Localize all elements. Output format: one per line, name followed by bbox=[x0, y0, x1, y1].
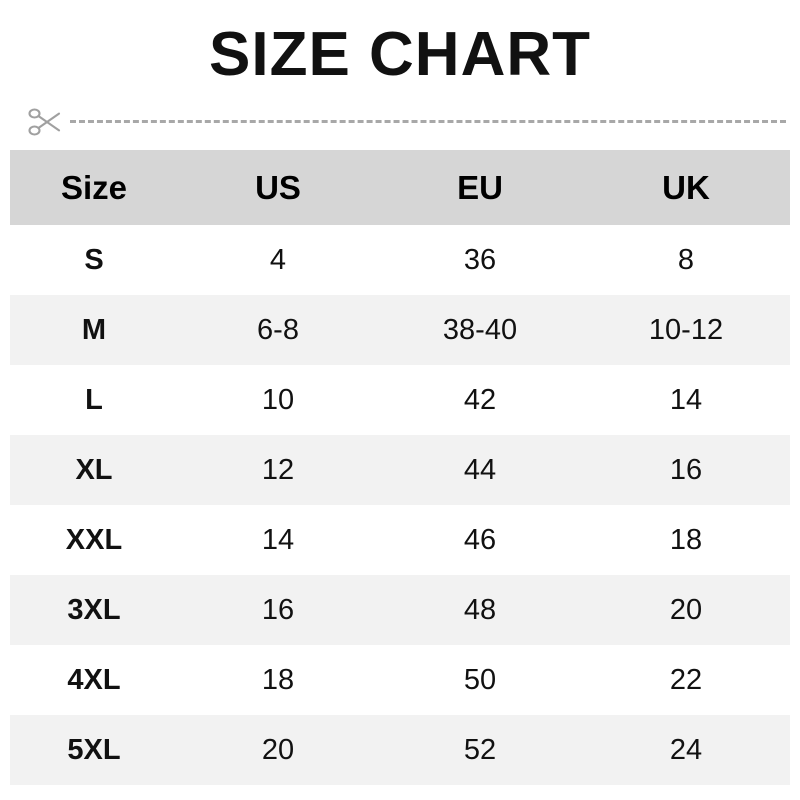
table-row: 3XL 16 48 20 bbox=[10, 575, 790, 645]
cell-uk: 8 bbox=[582, 225, 790, 295]
cell-us: 12 bbox=[178, 435, 378, 505]
cell-uk: 16 bbox=[582, 435, 790, 505]
table-row: L 10 42 14 bbox=[10, 365, 790, 435]
cell-eu: 38-40 bbox=[378, 295, 582, 365]
cut-line bbox=[26, 104, 786, 140]
cell-us: 14 bbox=[178, 505, 378, 575]
cell-us: 6-8 bbox=[178, 295, 378, 365]
page-title: SIZE CHART bbox=[209, 20, 591, 89]
cell-eu: 44 bbox=[378, 435, 582, 505]
cell-size: 4XL bbox=[10, 645, 178, 715]
cell-uk: 18 bbox=[582, 505, 790, 575]
cell-eu: 50 bbox=[378, 645, 582, 715]
table-header-row: Size US EU UK bbox=[10, 150, 790, 225]
scissors-icon bbox=[28, 108, 61, 136]
cell-us: 20 bbox=[178, 715, 378, 785]
cell-uk: 22 bbox=[582, 645, 790, 715]
cell-eu: 52 bbox=[378, 715, 582, 785]
cell-us: 16 bbox=[178, 575, 378, 645]
table-row: XXL 14 46 18 bbox=[10, 505, 790, 575]
cell-size: L bbox=[10, 365, 178, 435]
cell-size: S bbox=[10, 225, 178, 295]
cell-size: XL bbox=[10, 435, 178, 505]
cell-uk: 14 bbox=[582, 365, 790, 435]
cell-eu: 46 bbox=[378, 505, 582, 575]
cell-eu: 48 bbox=[378, 575, 582, 645]
cell-us: 18 bbox=[178, 645, 378, 715]
cell-size: XXL bbox=[10, 505, 178, 575]
table-row: M 6-8 38-40 10-12 bbox=[10, 295, 790, 365]
column-header-us: US bbox=[178, 150, 378, 225]
column-header-eu: EU bbox=[378, 150, 582, 225]
table-row: S 4 36 8 bbox=[10, 225, 790, 295]
cell-uk: 20 bbox=[582, 575, 790, 645]
cell-size: 3XL bbox=[10, 575, 178, 645]
table-row: 5XL 20 52 24 bbox=[10, 715, 790, 785]
table-row: XL 12 44 16 bbox=[10, 435, 790, 505]
cell-size: 5XL bbox=[10, 715, 178, 785]
cell-us: 4 bbox=[178, 225, 378, 295]
cell-us: 10 bbox=[178, 365, 378, 435]
size-table: Size US EU UK S 4 36 8 M 6-8 38-40 10-12… bbox=[10, 150, 790, 785]
cell-uk: 10-12 bbox=[582, 295, 790, 365]
column-header-size: Size bbox=[10, 150, 178, 225]
cell-eu: 42 bbox=[378, 365, 582, 435]
cell-uk: 24 bbox=[582, 715, 790, 785]
table-row: 4XL 18 50 22 bbox=[10, 645, 790, 715]
cell-size: M bbox=[10, 295, 178, 365]
dashed-cut-rule bbox=[70, 120, 786, 123]
cell-eu: 36 bbox=[378, 225, 582, 295]
column-header-uk: UK bbox=[582, 150, 790, 225]
